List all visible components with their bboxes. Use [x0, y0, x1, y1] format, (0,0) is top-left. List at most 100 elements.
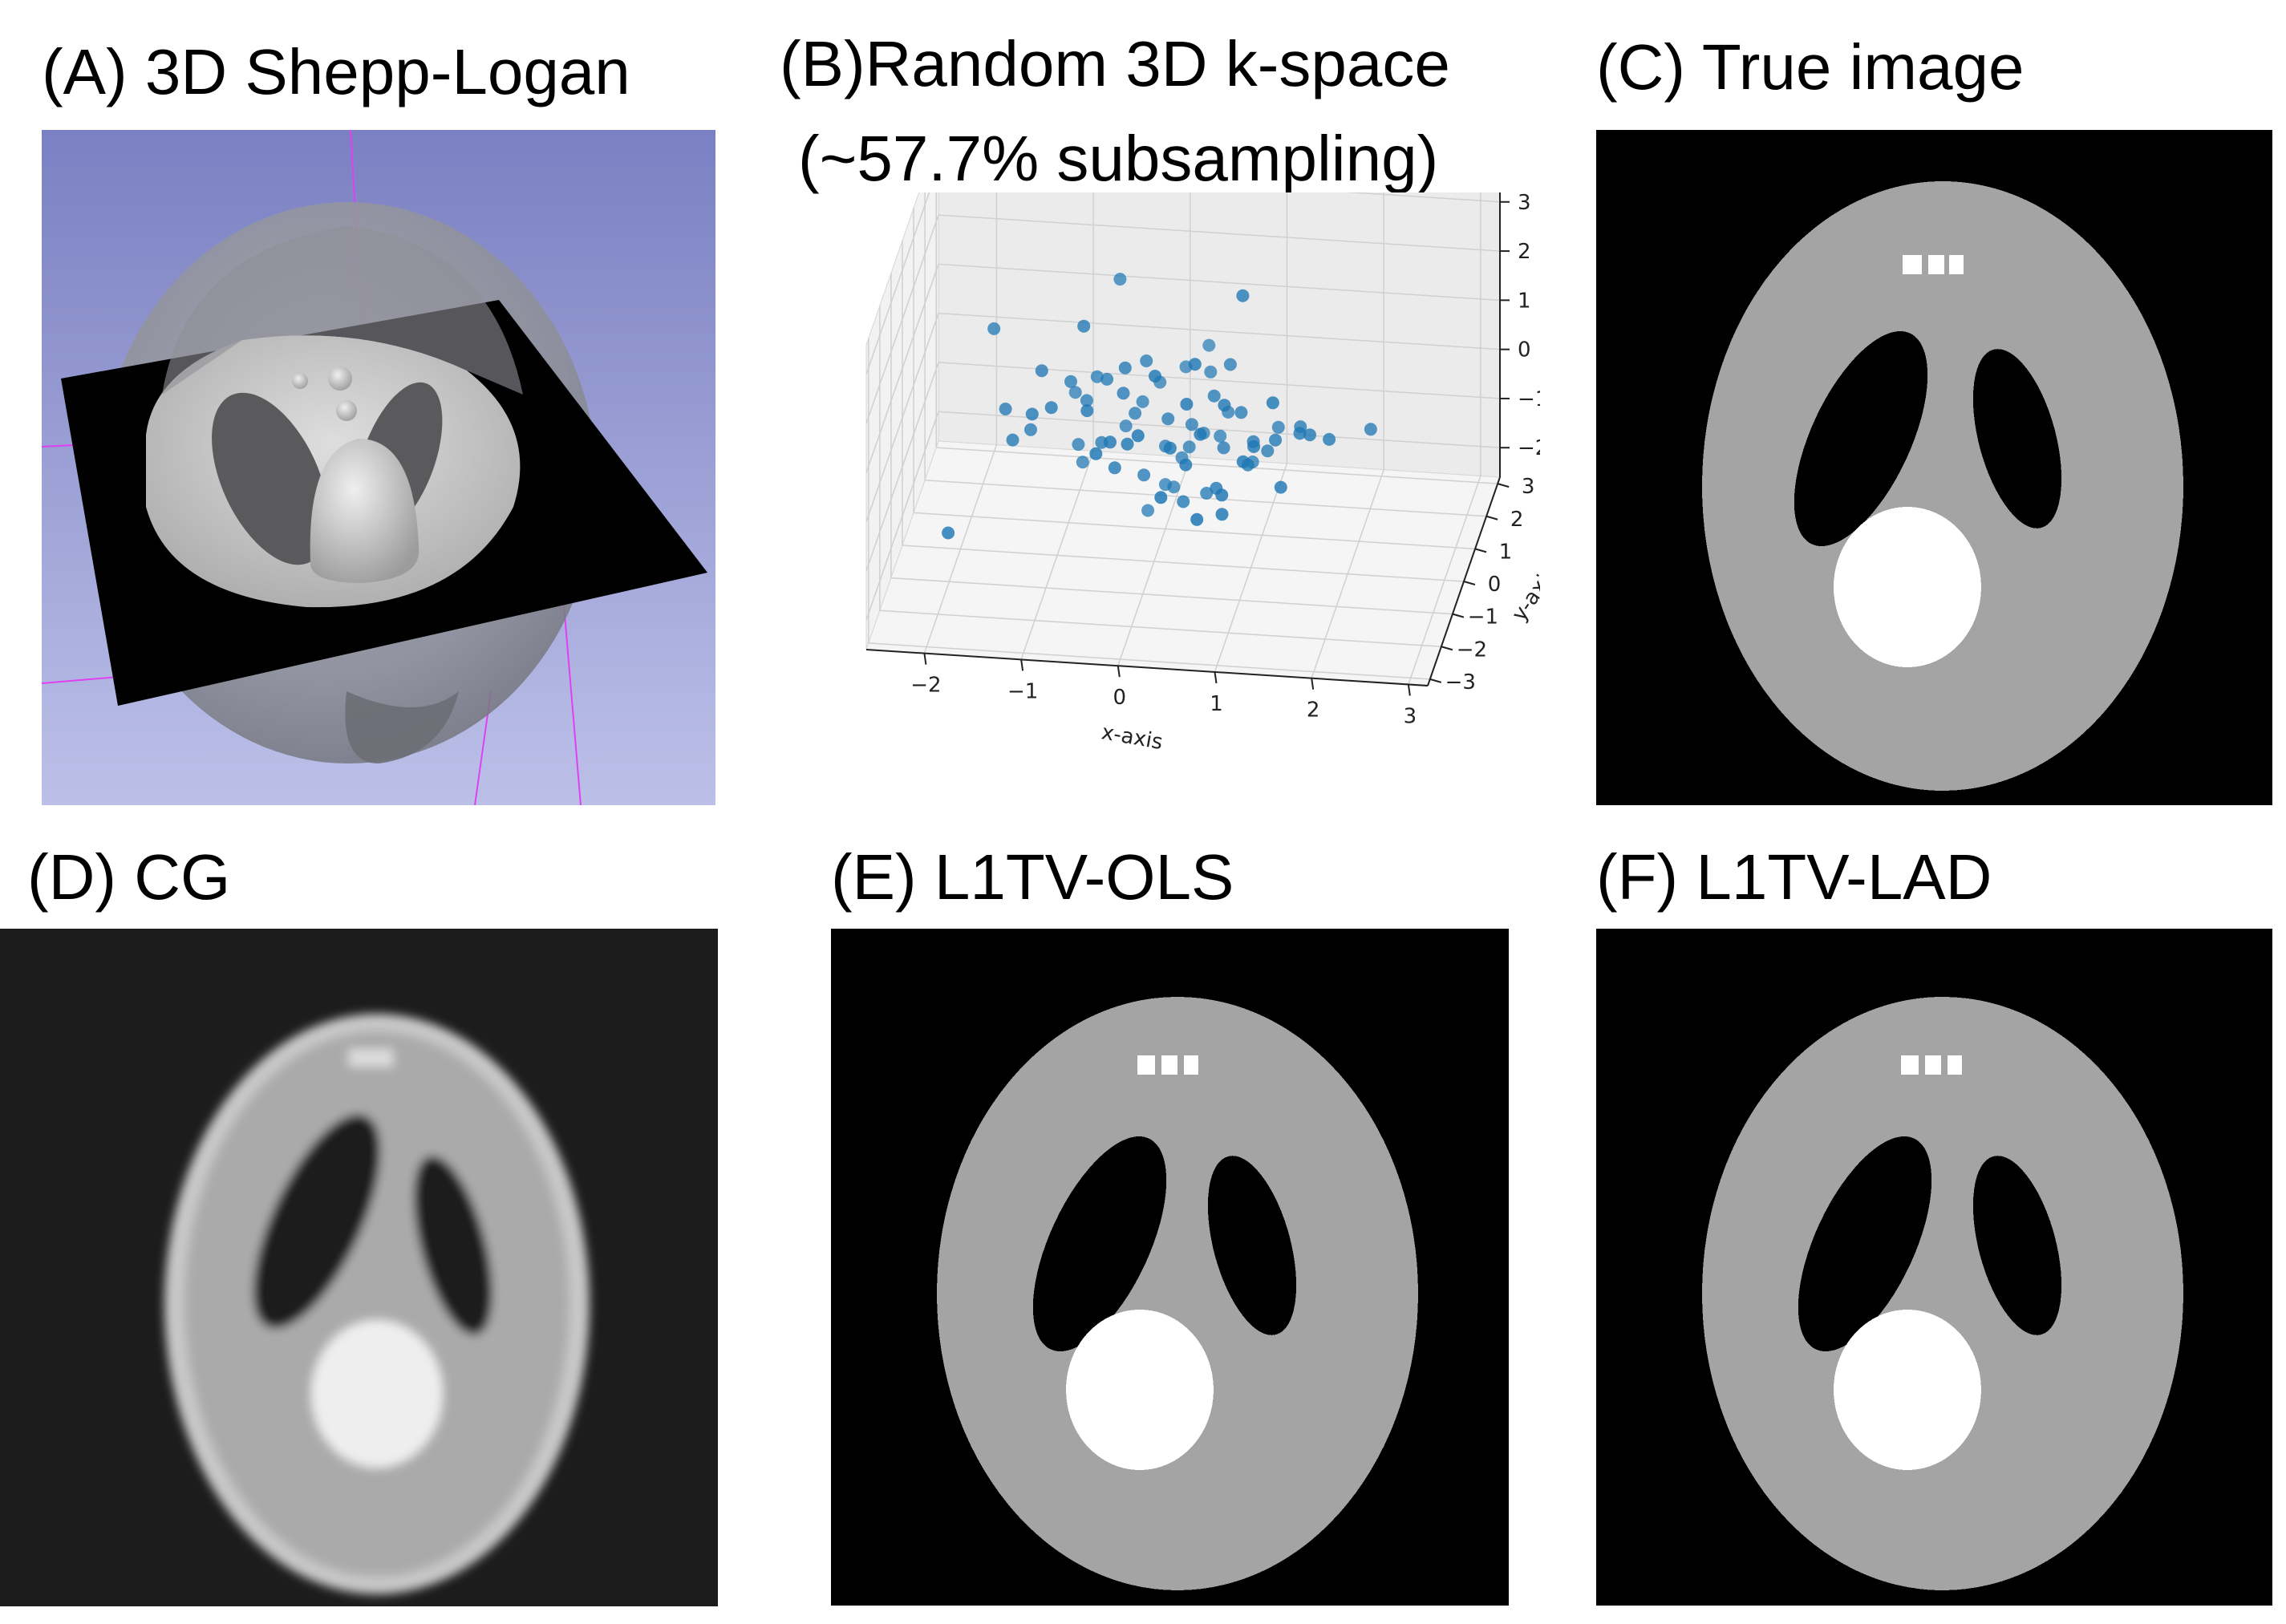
scatter-point — [1274, 480, 1287, 494]
panel-c-title: (C) True image — [1596, 31, 2025, 103]
phantom-left-dark-ellipse — [1032, 1136, 1167, 1352]
z-tick-label: 0 — [1518, 338, 1531, 362]
phantom-small-square — [1949, 255, 1964, 274]
panel-d-image — [0, 929, 718, 1606]
scatter-point — [987, 322, 1001, 335]
panel-b-title-line2: (~57.7% subsampling) — [798, 123, 1439, 194]
scatter-point — [1117, 387, 1130, 400]
scatter-point — [1266, 396, 1279, 410]
panel-c-image — [1596, 130, 2272, 805]
panel-e-image — [831, 929, 1509, 1606]
phantom-small-square — [1137, 1055, 1155, 1075]
grid-line — [1344, 192, 1501, 203]
x-tick-label: 3 — [1404, 704, 1417, 728]
scatter-point — [1323, 432, 1336, 446]
phantom-right-dark-ellipse — [1207, 1156, 1297, 1335]
phantom-small-square — [349, 1049, 393, 1067]
x-tick-label: 0 — [1113, 686, 1127, 710]
chart-panes — [865, 192, 1501, 686]
scatter-point — [1234, 406, 1248, 419]
scatter-point — [1269, 433, 1283, 447]
z-tick-label: 3 — [1518, 192, 1531, 215]
scatter-point — [1204, 365, 1218, 379]
grid-line — [902, 545, 1465, 582]
scatter-point — [1121, 437, 1134, 451]
scatter-point — [1089, 447, 1103, 460]
panel-a-title: (A) 3D Shepp-Logan — [42, 36, 630, 107]
scatter-point — [1035, 364, 1048, 378]
scatter-point — [1068, 386, 1082, 399]
scatter-point — [1261, 444, 1275, 458]
l1tv-lad-reconstruction — [1596, 929, 2272, 1606]
z-tick-label: −2 — [1518, 436, 1540, 460]
scatter-point — [1129, 407, 1142, 420]
phantom-small-square — [1184, 1055, 1198, 1075]
grid-line — [914, 512, 1476, 550]
phantom-lower-shell — [345, 691, 459, 763]
scatter-point — [1024, 423, 1037, 436]
scatter-point — [1118, 361, 1132, 375]
z-tick-label: 1 — [1518, 289, 1531, 313]
phantom-central-blob — [310, 439, 420, 583]
panel-f-image — [1596, 929, 2272, 1606]
y-tick-mark — [1429, 678, 1442, 683]
phantom-dark-ellipse-left — [212, 392, 329, 565]
scatter-point — [1163, 441, 1177, 455]
scatter-point — [1113, 273, 1127, 286]
scatter-point — [1214, 429, 1227, 443]
panel-b-title-line1: (B)Random 3D k-space — [780, 28, 1450, 99]
scatter-point — [1190, 512, 1204, 526]
scatter-point — [1247, 439, 1261, 453]
phantom-small-square — [1903, 255, 1922, 274]
scatter-point — [942, 526, 955, 540]
scatter-point — [1185, 418, 1198, 431]
y-tick-mark — [1474, 548, 1487, 553]
x-tick-mark — [1311, 678, 1315, 690]
cg-reconstruction — [0, 929, 718, 1606]
grid-line — [865, 362, 939, 572]
scatter-point — [1072, 438, 1085, 452]
y-tick-mark — [1452, 613, 1465, 618]
scatter-point — [1161, 412, 1175, 426]
grid-line — [938, 263, 1501, 302]
y-tick-label: 3 — [1522, 475, 1535, 499]
scatter-point — [1202, 338, 1216, 352]
x-tick-label: 1 — [1210, 692, 1223, 716]
scatter-point — [1236, 455, 1250, 468]
x-axis-label: x-axis — [1100, 720, 1165, 755]
grid-line — [890, 577, 1453, 615]
phantom-small-square — [1901, 1055, 1919, 1075]
x-tick-mark — [1117, 666, 1121, 678]
phantom-small-square — [1928, 255, 1944, 274]
y-tick-mark — [1485, 515, 1498, 520]
phantom-outer-ellipse — [1702, 181, 2183, 791]
phantom-small-sphere — [336, 400, 357, 421]
scatter-point — [1180, 398, 1194, 411]
x-tick-mark — [1407, 684, 1411, 696]
scatter-point — [1303, 428, 1316, 442]
scatter-point — [1223, 358, 1237, 371]
scatter-point — [1182, 440, 1196, 454]
y-tick-mark — [1497, 483, 1510, 488]
phantom-left-dark-ellipse — [1794, 330, 1928, 547]
scatter-point — [1141, 504, 1155, 517]
scatter-point — [1064, 375, 1077, 388]
scatter-point — [1044, 401, 1058, 415]
grid-line — [938, 362, 1501, 399]
scatter-point — [1154, 491, 1168, 504]
scatter-point — [1104, 435, 1117, 449]
l1tv-ols-reconstruction — [831, 929, 1509, 1606]
scatter-point — [1200, 487, 1214, 500]
scatter-point — [1215, 508, 1229, 521]
panel-e-title: (E) L1TV-OLS — [831, 841, 1234, 913]
scatter-point — [1108, 461, 1121, 475]
phantom-inner-ellipse — [184, 1031, 569, 1577]
phantom-small-sphere — [328, 367, 352, 391]
phantom-right-dark-ellipse — [1972, 349, 2062, 529]
x-axis-line — [865, 649, 1429, 686]
phantom-left-dark-ellipse — [253, 1114, 380, 1329]
scatter-point — [1236, 289, 1250, 302]
scatter-point — [1217, 441, 1230, 455]
scatter-point — [1215, 488, 1229, 502]
